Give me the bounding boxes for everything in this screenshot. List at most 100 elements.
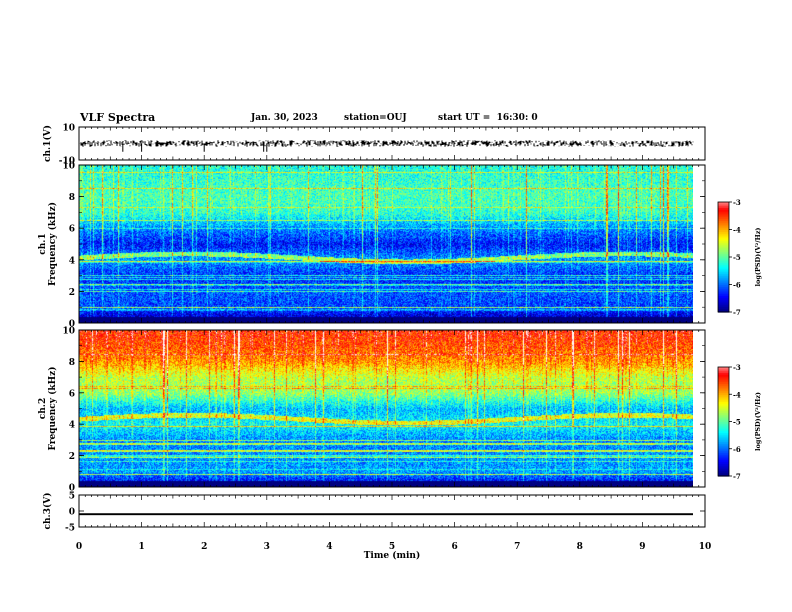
colorbar-swatch (718, 229, 729, 232)
colorbar-swatch (718, 236, 729, 240)
colorbar-swatch (718, 293, 729, 297)
colorbar-swatch (718, 410, 729, 414)
g-spec1-image (79, 165, 693, 323)
y-tick-label: 10 (62, 162, 75, 172)
colorbar-swatch (718, 244, 729, 247)
colorbar-swatch (718, 426, 729, 430)
y-axis-label: ch.3(V) (42, 493, 53, 530)
colorbar-swatch (718, 238, 729, 242)
colorbar-swatch (718, 290, 729, 293)
colorbar-swatch (718, 377, 729, 381)
colorbar-swatch (718, 282, 729, 286)
colorbar-swatch (718, 399, 729, 403)
colorbar-swatch (718, 406, 729, 410)
colorbar-swatch (718, 233, 729, 236)
y-tick-label: 8 (69, 358, 75, 368)
colorbar-swatch (718, 412, 729, 415)
colorbar-swatch (718, 286, 729, 289)
colorbar-swatch (718, 432, 729, 435)
x-tick-label: 4 (326, 542, 332, 552)
y-tick-label: 4 (69, 421, 75, 431)
colorbar-swatch (718, 306, 729, 309)
y-tick-label: 4 (69, 256, 75, 266)
colorbar-swatch (718, 472, 729, 475)
colorbar-swatch (718, 396, 729, 399)
colorbar-swatch (718, 419, 729, 423)
colorbar-swatch (718, 470, 729, 473)
x-tick-label: 1 (138, 542, 144, 552)
colorbar-swatch (718, 304, 729, 308)
colorbar-swatch (718, 247, 729, 251)
colorbar-label: log(PSD)(V²/Hz) (754, 228, 762, 287)
colorbar-tick-label: -5 (733, 253, 741, 262)
colorbar-swatch (718, 436, 729, 439)
colorbar-swatch (718, 368, 729, 372)
chart-title: VLF Spectra (80, 111, 156, 124)
colorbar-tick-label: -6 (733, 445, 741, 454)
date-label: Jan. 30, 2023 (251, 113, 318, 123)
y-axis-label: Frequency (kHz) (47, 366, 58, 450)
x-tick-label: 8 (577, 542, 583, 552)
x-tick-label: 9 (639, 542, 645, 552)
x-tick-label: 0 (76, 542, 82, 552)
colorbar-swatch (718, 297, 729, 300)
colorbar-tick-label: -7 (733, 472, 741, 481)
x-tick-label: 7 (514, 542, 520, 552)
colorbar-swatch (718, 421, 729, 424)
colorbar-swatch (718, 390, 729, 394)
colorbar-swatch (718, 466, 729, 470)
y-axis-label: ch.1 (38, 233, 48, 254)
colorbar-swatch (718, 474, 729, 477)
y-tick-label: 0 (69, 484, 75, 494)
colorbar-swatch (718, 249, 729, 253)
colorbar-swatch (718, 225, 729, 229)
waveform-ch1-trace (78, 140, 694, 147)
colorbar-swatch (718, 465, 729, 468)
colorbar-swatch (718, 434, 729, 437)
colorbar-swatch (718, 264, 729, 267)
colorbar-swatch (718, 222, 729, 225)
x-tick-label: 6 (451, 542, 457, 552)
colorbar-swatch (718, 301, 729, 304)
colorbar-swatch (718, 240, 729, 243)
station-label: station=OUJ (344, 113, 407, 123)
colorbar-swatch (718, 417, 729, 421)
colorbar-swatch (718, 439, 729, 443)
colorbar-swatch (718, 457, 729, 461)
colorbar-swatch (718, 277, 729, 280)
colorbar-swatch (718, 246, 729, 249)
y-tick-label: 10 (62, 327, 75, 337)
waveform-ch3-trace (79, 513, 693, 516)
colorbar-swatch (718, 392, 729, 395)
colorbar-swatch (718, 452, 729, 455)
colorbar-swatch (718, 280, 729, 284)
colorbar-swatch (718, 203, 729, 207)
colorbar-swatch (718, 461, 729, 464)
colorbar-swatch (718, 456, 729, 459)
waveform-ch3 (79, 513, 693, 516)
colorbar-swatch (718, 403, 729, 406)
colorbar-tick-label: -4 (733, 226, 741, 235)
colorbar-swatch (718, 213, 729, 216)
colorbar-ch1: -3 -4 -5 -6 -7 log(PSD)(V²/Hz) (717, 198, 762, 317)
colorbar-swatch (718, 255, 729, 258)
colorbar-swatch (718, 370, 729, 374)
colorbar-swatch (718, 414, 729, 417)
colorbar-swatch (718, 459, 729, 463)
colorbar-swatch (718, 397, 729, 401)
colorbar-swatch (718, 376, 729, 379)
y-tick-label: 5 (69, 492, 75, 502)
colorbar-swatch (718, 291, 729, 295)
colorbar-tick-label: -3 (733, 363, 741, 372)
colorbar-swatch (718, 302, 729, 306)
x-tick-label: 2 (201, 542, 207, 552)
colorbar-swatch (718, 425, 729, 428)
y-tick-label: 6 (69, 389, 75, 399)
colorbar-swatch (718, 216, 729, 220)
colorbar-swatch (718, 266, 729, 269)
y-axis-label: Frequency (kHz) (47, 202, 58, 286)
colorbar-swatch (718, 258, 729, 262)
colorbar-swatch (718, 262, 729, 265)
colorbar-tick-label: -6 (733, 281, 741, 290)
